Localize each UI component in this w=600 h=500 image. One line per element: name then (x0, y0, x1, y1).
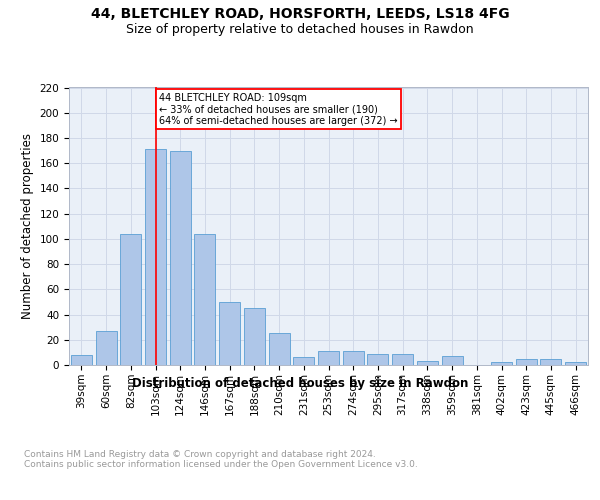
Bar (491, 362, 512, 365)
Bar (170, 150, 191, 365)
Bar (541, 358, 562, 365)
Bar (442, 356, 463, 365)
Bar (343, 351, 364, 365)
Bar (318, 351, 339, 365)
Bar (219, 302, 240, 365)
Y-axis label: Number of detached properties: Number of detached properties (21, 133, 34, 320)
Bar (145, 150, 166, 365)
Bar (293, 358, 314, 365)
Bar (417, 361, 438, 365)
Bar (269, 334, 290, 365)
Text: Size of property relative to detached houses in Rawdon: Size of property relative to detached ho… (126, 22, 474, 36)
Bar (565, 362, 586, 365)
Bar (392, 354, 413, 365)
Bar (516, 358, 537, 365)
Bar (120, 234, 141, 365)
Bar (244, 308, 265, 365)
Text: Contains HM Land Registry data © Crown copyright and database right 2024.
Contai: Contains HM Land Registry data © Crown c… (24, 450, 418, 469)
Bar (95, 331, 116, 365)
Text: 44 BLETCHLEY ROAD: 109sqm
← 33% of detached houses are smaller (190)
64% of semi: 44 BLETCHLEY ROAD: 109sqm ← 33% of detac… (159, 92, 398, 126)
Text: 44, BLETCHLEY ROAD, HORSFORTH, LEEDS, LS18 4FG: 44, BLETCHLEY ROAD, HORSFORTH, LEEDS, LS… (91, 8, 509, 22)
Bar (71, 355, 92, 365)
Text: Distribution of detached houses by size in Rawdon: Distribution of detached houses by size … (132, 378, 468, 390)
Bar (367, 354, 388, 365)
Bar (194, 234, 215, 365)
